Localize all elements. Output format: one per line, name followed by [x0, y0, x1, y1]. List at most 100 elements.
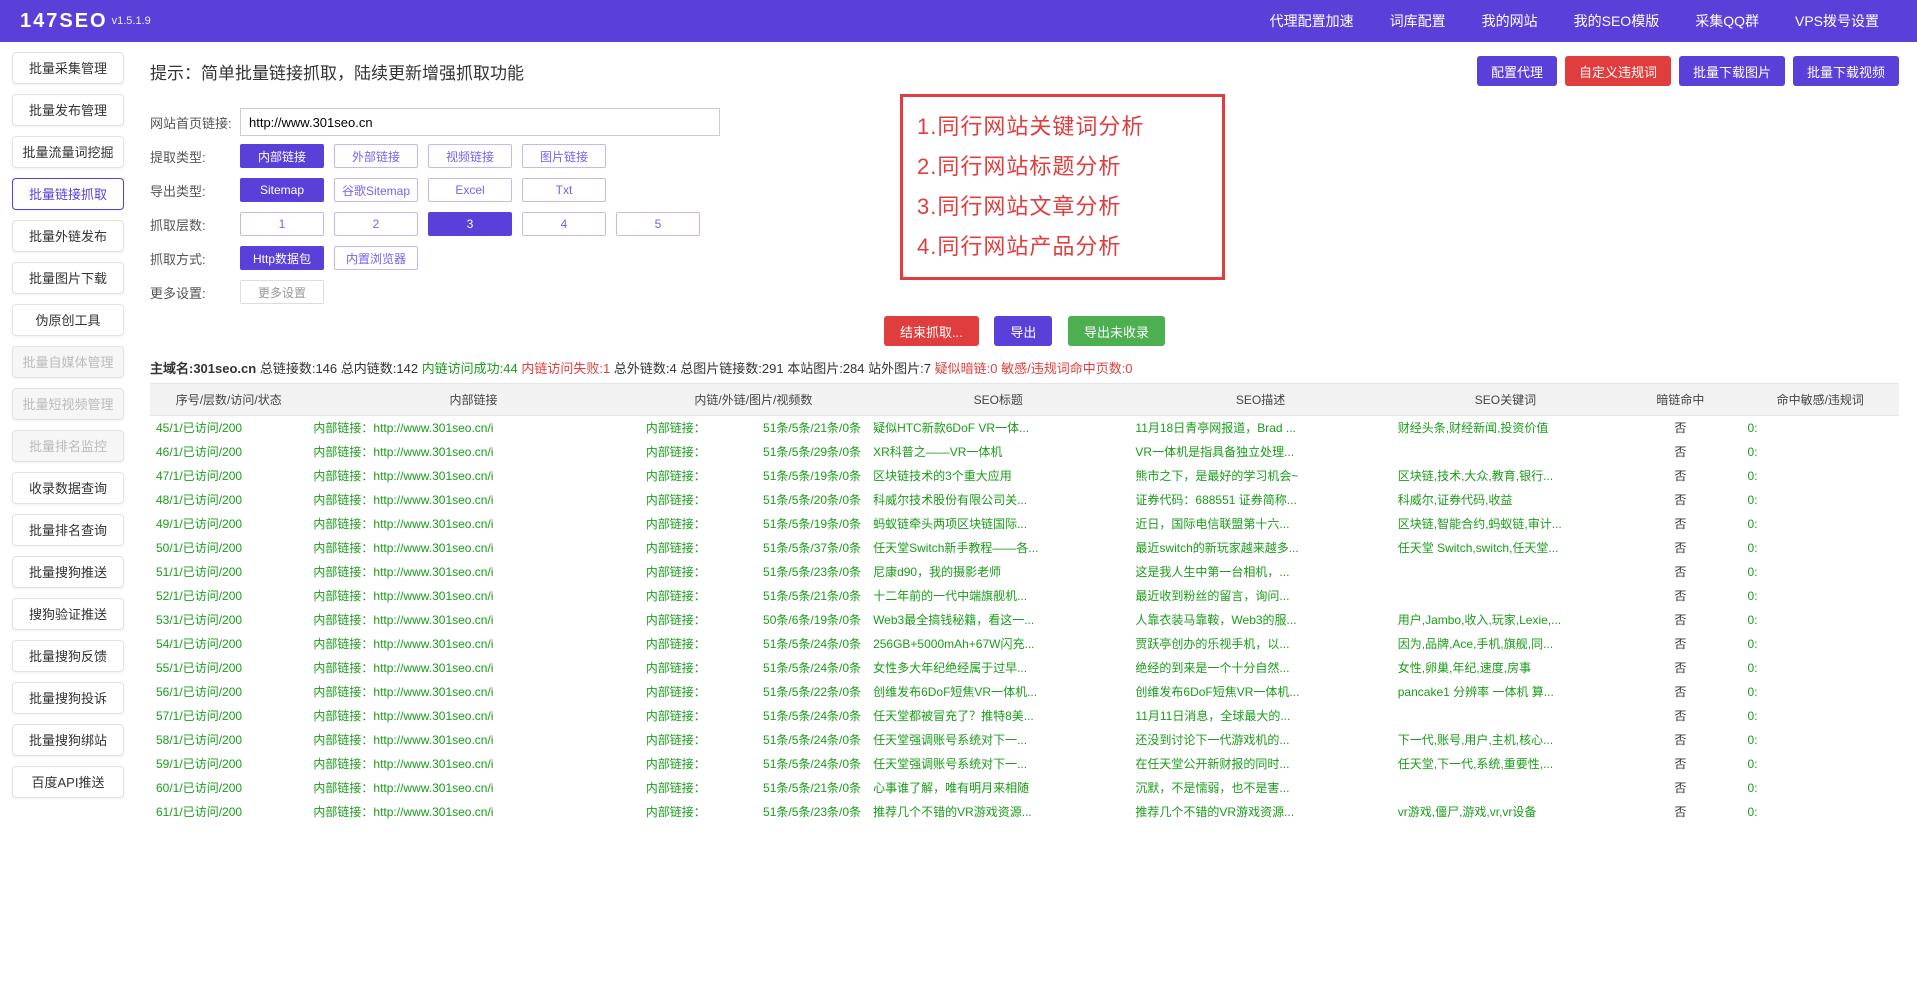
table-row[interactable]: 55/1/已访问/200内部链接：http://www.301seo.cn/i内…	[150, 656, 1899, 680]
cell-title: 任天堂都被冒充了？推特8美...	[867, 704, 1129, 728]
choice-option[interactable]: 外部链接	[334, 144, 418, 168]
sidebar-item[interactable]: 批量搜狗反馈	[12, 640, 124, 672]
cell-count: 内部链接：51条/5条/24条/0条	[640, 728, 867, 752]
sidebar-item[interactable]: 伪原创工具	[12, 304, 124, 336]
nav-links: 代理配置加速词库配置我的网站我的SEO模版采集QQ群VPS拨号设置	[1252, 11, 1897, 31]
sidebar-item[interactable]: 批量搜狗投诉	[12, 682, 124, 714]
choice-option[interactable]: 3	[428, 212, 512, 236]
choice-option[interactable]: 内置浏览器	[334, 246, 418, 270]
sidebar-item[interactable]: 批量搜狗绑站	[12, 724, 124, 756]
table-row[interactable]: 48/1/已访问/200内部链接：http://www.301seo.cn/i内…	[150, 488, 1899, 512]
cell-kw	[1392, 776, 1619, 800]
cell-count: 内部链接：51条/5条/22条/0条	[640, 680, 867, 704]
cell-darklink: 否	[1619, 776, 1741, 800]
export-button[interactable]: 导出	[994, 316, 1052, 346]
sidebar-item[interactable]: 批量搜狗推送	[12, 556, 124, 588]
choice-option[interactable]: 2	[334, 212, 418, 236]
cell-kw: 女性,卵巢,年纪,速度,房事	[1392, 656, 1619, 680]
table-row[interactable]: 57/1/已访问/200内部链接：http://www.301seo.cn/i内…	[150, 704, 1899, 728]
nav-link[interactable]: 词库配置	[1372, 13, 1464, 29]
cell-link: 内部链接：http://www.301seo.cn/i	[307, 728, 639, 752]
sidebar-item[interactable]: 批量排名查询	[12, 514, 124, 546]
sidebar-item[interactable]: 批量发布管理	[12, 94, 124, 126]
cell-title: 女性多大年纪绝经属于过早...	[867, 656, 1129, 680]
cell-darklink: 否	[1619, 536, 1741, 560]
table-row[interactable]: 52/1/已访问/200内部链接：http://www.301seo.cn/i内…	[150, 584, 1899, 608]
table-row[interactable]: 58/1/已访问/200内部链接：http://www.301seo.cn/i内…	[150, 728, 1899, 752]
main-panel: 提示：简单批量链接抓取，陆续更新增强抓取功能 配置代理 自定义违规词 批量下载图…	[140, 42, 1917, 834]
table-row[interactable]: 60/1/已访问/200内部链接：http://www.301seo.cn/i内…	[150, 776, 1899, 800]
cell-desc: 沉默，不是懦弱，也不是害...	[1129, 776, 1391, 800]
sidebar-item[interactable]: 批量流量词挖掘	[12, 136, 124, 168]
table-row[interactable]: 53/1/已访问/200内部链接：http://www.301seo.cn/i内…	[150, 608, 1899, 632]
sidebar-item[interactable]: 批量图片下载	[12, 262, 124, 294]
table-row[interactable]: 47/1/已访问/200内部链接：http://www.301seo.cn/i内…	[150, 464, 1899, 488]
sidebar-item[interactable]: 收录数据查询	[12, 472, 124, 504]
choice-option[interactable]: 内部链接	[240, 144, 324, 168]
cell-darklink: 否	[1619, 560, 1741, 584]
homepage-url-input[interactable]	[240, 108, 720, 136]
cell-idx: 56/1/已访问/200	[150, 680, 307, 704]
choice-option[interactable]: 更多设置	[240, 280, 324, 304]
choice-option[interactable]: 5	[616, 212, 700, 236]
top-navbar: 147SEO v1.5.1.9 代理配置加速词库配置我的网站我的SEO模版采集Q…	[0, 0, 1917, 42]
sidebar-item[interactable]: 百度API推送	[12, 766, 124, 798]
table-row[interactable]: 46/1/已访问/200内部链接：http://www.301seo.cn/i内…	[150, 440, 1899, 464]
cell-desc: VR一体机是指具备独立处理...	[1129, 440, 1391, 464]
choice-option[interactable]: 视频链接	[428, 144, 512, 168]
cell-link: 内部链接：http://www.301seo.cn/i	[307, 608, 639, 632]
download-videos-button[interactable]: 批量下载视频	[1793, 56, 1899, 86]
cell-count: 内部链接：51条/5条/24条/0条	[640, 704, 867, 728]
choice-option[interactable]: 1	[240, 212, 324, 236]
table-row[interactable]: 56/1/已访问/200内部链接：http://www.301seo.cn/i内…	[150, 680, 1899, 704]
form-label: 导出类型:	[150, 181, 240, 200]
column-header: 序号/层数/访问/状态	[150, 384, 307, 416]
table-row[interactable]: 59/1/已访问/200内部链接：http://www.301seo.cn/i内…	[150, 752, 1899, 776]
cell-count: 内部链接：51条/5条/19条/0条	[640, 512, 867, 536]
choice-option[interactable]: Txt	[522, 178, 606, 202]
sidebar-item[interactable]: 批量外链发布	[12, 220, 124, 252]
cell-kw: 用户,Jambo,收入,玩家,Lexie,...	[1392, 608, 1619, 632]
cell-link: 内部链接：http://www.301seo.cn/i	[307, 776, 639, 800]
table-row[interactable]: 51/1/已访问/200内部链接：http://www.301seo.cn/i内…	[150, 560, 1899, 584]
config-proxy-button[interactable]: 配置代理	[1477, 56, 1557, 86]
cell-darklink: 否	[1619, 752, 1741, 776]
sidebar-item[interactable]: 搜狗验证推送	[12, 598, 124, 630]
choice-option[interactable]: Sitemap	[240, 178, 324, 202]
table-row[interactable]: 49/1/已访问/200内部链接：http://www.301seo.cn/i内…	[150, 512, 1899, 536]
table-row[interactable]: 50/1/已访问/200内部链接：http://www.301seo.cn/i内…	[150, 536, 1899, 560]
choice-option[interactable]: 谷歌Sitemap	[334, 178, 418, 202]
cell-desc: 还没到讨论下一代游戏机的...	[1129, 728, 1391, 752]
choice-option[interactable]: 图片链接	[522, 144, 606, 168]
table-row[interactable]: 54/1/已访问/200内部链接：http://www.301seo.cn/i内…	[150, 632, 1899, 656]
custom-violation-button[interactable]: 自定义违规词	[1565, 56, 1671, 86]
export-unindexed-button[interactable]: 导出未收录	[1068, 316, 1165, 346]
cell-darklink: 否	[1619, 488, 1741, 512]
app-logo: 147SEO	[20, 10, 108, 33]
choice-option[interactable]: Excel	[428, 178, 512, 202]
choice-option[interactable]: 4	[522, 212, 606, 236]
column-header: SEO描述	[1129, 384, 1391, 416]
nav-link[interactable]: 采集QQ群	[1677, 13, 1777, 29]
cell-idx: 58/1/已访问/200	[150, 728, 307, 752]
table-row[interactable]: 61/1/已访问/200内部链接：http://www.301seo.cn/i内…	[150, 800, 1899, 824]
cell-idx: 54/1/已访问/200	[150, 632, 307, 656]
nav-link[interactable]: 我的SEO模版	[1556, 13, 1678, 29]
choice-option[interactable]: Http数据包	[240, 246, 324, 270]
form-label: 提取类型:	[150, 147, 240, 166]
nav-link[interactable]: 代理配置加速	[1252, 13, 1372, 29]
sidebar-item[interactable]: 批量链接抓取	[12, 178, 124, 210]
cell-link: 内部链接：http://www.301seo.cn/i	[307, 800, 639, 824]
download-images-button[interactable]: 批量下载图片	[1679, 56, 1785, 86]
nav-link[interactable]: 我的网站	[1464, 13, 1556, 29]
cell-title: 心事谁了解，唯有明月来相随	[867, 776, 1129, 800]
cell-link: 内部链接：http://www.301seo.cn/i	[307, 584, 639, 608]
cell-kw: 区块链,智能合约,蚂蚁链,审计...	[1392, 512, 1619, 536]
cell-kw	[1392, 440, 1619, 464]
table-row[interactable]: 45/1/已访问/200内部链接：http://www.301seo.cn/i内…	[150, 416, 1899, 440]
column-header: 内链/外链/图片/视频数	[640, 384, 867, 416]
stop-crawl-button[interactable]: 结束抓取...	[884, 316, 979, 346]
nav-link[interactable]: VPS拨号设置	[1777, 13, 1897, 29]
cell-kw: 下一代,账号,用户,主机,核心...	[1392, 728, 1619, 752]
sidebar-item[interactable]: 批量采集管理	[12, 52, 124, 84]
